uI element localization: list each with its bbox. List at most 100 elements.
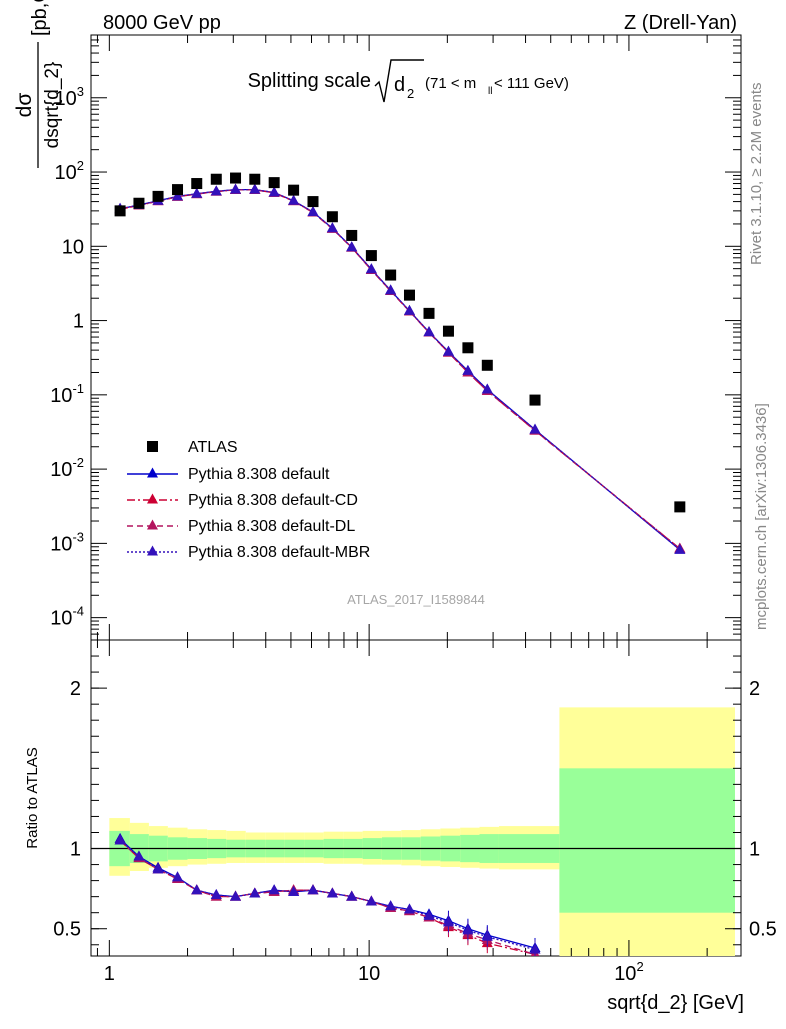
ratio-marker — [133, 850, 145, 861]
process-label: Z (Drell-Yan) — [624, 12, 737, 34]
mc-line-4 — [119, 188, 681, 551]
legend-marker-atlas — [147, 441, 158, 452]
y-tick-label: 102 — [55, 158, 84, 184]
ratio-marker — [423, 909, 435, 920]
ratio-y-tick-label: 0.5 — [53, 919, 81, 941]
data-point — [268, 177, 280, 189]
mc-marker — [385, 284, 397, 295]
data-point — [481, 359, 493, 371]
ratio-marker — [268, 884, 280, 895]
title-prefix: Splitting scale — [248, 70, 371, 92]
x-tick-label: 1 — [104, 963, 115, 985]
ratio-marker — [230, 890, 242, 901]
ratio-line-3 — [119, 840, 536, 956]
legend-item-cd: Pythia 8.308 default-CD — [127, 492, 358, 509]
mc-marker — [529, 423, 541, 434]
data-point — [191, 178, 203, 190]
y-label-unit: [pb,GeV-1] — [26, 0, 51, 36]
ratio-y-tick-label-right: 2 — [749, 678, 760, 700]
legend-label-mbr: Pythia 8.308 default-MBR — [188, 544, 370, 561]
data-point — [529, 394, 541, 406]
data-point — [326, 211, 338, 223]
mc-marker — [403, 304, 415, 315]
data-point — [346, 229, 358, 241]
mc-marker — [288, 194, 300, 205]
ratio-marker — [249, 887, 261, 898]
ratio-marker — [346, 890, 358, 901]
title-cut-end: < 111 GeV) — [494, 75, 569, 92]
x-tick-label: 102 — [614, 959, 643, 985]
data-point — [385, 269, 397, 281]
legend-label-atlas: ATLAS — [188, 439, 238, 456]
legend-item-default: Pythia 8.308 default — [127, 466, 330, 483]
data-point — [172, 184, 184, 196]
mc-marker — [423, 326, 435, 337]
data-point — [249, 173, 261, 185]
ratio-y-tick-label: 1 — [70, 839, 81, 861]
ratio-y-tick-label-right: 1 — [749, 839, 760, 861]
x-tick-label: 10 — [358, 963, 380, 985]
title-symbol: d — [394, 74, 405, 96]
mc-marker — [307, 205, 319, 216]
mc-marker — [249, 183, 261, 194]
mc-marker — [268, 186, 280, 197]
mcplots-label: mcplots.cern.ch [arXiv:1306.3436] — [753, 403, 770, 630]
data-point — [114, 205, 126, 217]
mc-marker — [230, 183, 242, 194]
data-point — [210, 173, 222, 185]
data-point — [462, 342, 474, 354]
data-point — [152, 190, 164, 202]
analysis-id: ATLAS_2017_I1589844 — [347, 592, 485, 607]
ratio-marker — [210, 889, 222, 900]
main-series — [114, 172, 686, 554]
data-point — [365, 250, 377, 262]
ratio-panel-frame — [90, 639, 742, 957]
y-tick-label: 10-4 — [50, 604, 84, 630]
ratio-series — [114, 832, 541, 956]
ratio-marker — [152, 863, 164, 874]
mc-marker — [674, 543, 686, 554]
legend-item-mbr: Pythia 8.308 default-MBR — [127, 544, 370, 561]
main-title: Splitting scale d 2 (71 < m ll < 111 GeV… — [248, 59, 569, 103]
y-axis-label-main: dσ dsqrt{d_2} [pb,GeV-1] — [13, 0, 63, 168]
ratio-marker — [288, 885, 300, 896]
ratio-marker — [385, 900, 397, 911]
legend: ATLAS Pythia 8.308 default Pythia 8.308 … — [127, 439, 370, 561]
y-tick-label: 103 — [55, 84, 84, 110]
title-cut-sub: ll — [488, 86, 492, 97]
legend-marker-mbr — [147, 545, 158, 556]
legend-marker-cd — [147, 493, 158, 504]
ratio-axes: 1 10 102 0.5 0.5 1 1 2 2 — [53, 640, 777, 985]
legend-item-dl: Pythia 8.308 default-DL — [127, 518, 355, 535]
ratio-marker — [403, 903, 415, 914]
band-inner — [559, 768, 735, 913]
legend-marker-default — [147, 467, 158, 478]
y-tick-label: 10 — [62, 236, 84, 258]
data-point — [133, 197, 145, 209]
mc-marker — [481, 383, 493, 394]
energy-label: 8000 GeV pp — [103, 12, 221, 34]
data-point — [674, 501, 686, 513]
mc-marker — [172, 190, 184, 201]
y-tick-label: 10-1 — [50, 381, 84, 407]
mc-marker — [442, 345, 454, 356]
ratio-marker — [529, 943, 541, 954]
ratio-marker — [191, 884, 203, 895]
ratio-marker — [326, 887, 338, 898]
legend-label-default: Pythia 8.308 default — [188, 466, 330, 483]
legend-item-atlas: ATLAS — [147, 439, 238, 456]
mc-marker — [346, 241, 358, 252]
ratio-marker — [172, 871, 184, 882]
data-point — [288, 184, 300, 196]
data-point — [403, 289, 415, 301]
legend-label-cd: Pythia 8.308 default-CD — [188, 492, 358, 509]
mc-marker — [326, 222, 338, 233]
y-tick-label: 10-2 — [50, 455, 84, 481]
y-label-denominator: dsqrt{d_2} — [42, 62, 63, 149]
data-point — [230, 172, 242, 184]
y-label-numerator: dσ — [13, 93, 36, 118]
ratio-marker — [307, 884, 319, 895]
y-tick-label: 10-3 — [50, 529, 84, 555]
ratio-marker — [365, 895, 377, 906]
ratio-y-tick-label: 2 — [70, 678, 81, 700]
